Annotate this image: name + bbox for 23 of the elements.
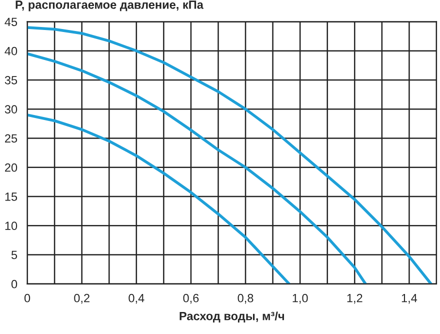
y-tick-label: 20	[5, 163, 18, 172]
x-tick-label: 0,2	[74, 294, 90, 304]
y-tick-label: 30	[4, 105, 18, 114]
y-tick-label: 45	[4, 18, 18, 26]
y-tick-label: 25	[5, 134, 18, 143]
y-axis-title: P, располагаемое давление, кПа	[16, 0, 204, 12]
line-series	[27, 26, 432, 284]
y-tick-label: 10	[5, 222, 18, 230]
y-tick-label: 40	[4, 46, 18, 56]
x-tick-label: 0,8	[238, 294, 254, 304]
y-tick-label: 5	[11, 250, 18, 260]
x-tick-label: 0,6	[183, 294, 199, 304]
line-series	[27, 52, 367, 284]
x-tick-label: 1,0	[292, 294, 308, 304]
x-tick-label: 0,4	[128, 294, 144, 304]
x-tick-label: 1,4	[402, 294, 418, 304]
x-tick-label: 0	[24, 294, 30, 302]
x-axis-title: Расход воды, м³/ч	[180, 312, 284, 322]
y-tick-label: 15	[5, 192, 18, 201]
x-tick-label: 1,2	[347, 294, 362, 304]
y-tick-label: 35	[4, 76, 18, 84]
line-series	[27, 114, 291, 284]
y-tick-label: 0	[11, 280, 18, 288]
